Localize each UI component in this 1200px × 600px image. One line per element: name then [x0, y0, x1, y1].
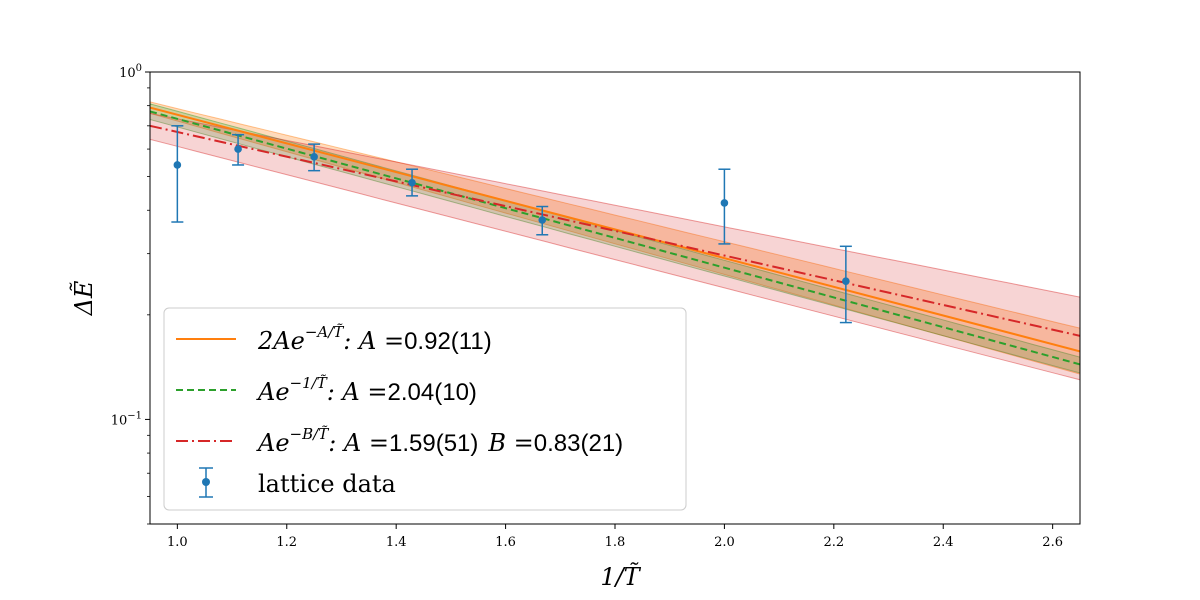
legend-lattice-swatch: [199, 467, 213, 498]
lattice-marker: [720, 199, 729, 207]
legend-lattice-label: lattice data: [258, 470, 396, 498]
lattice-point-2: [232, 133, 245, 166]
x-tick-label: 2.2: [823, 535, 844, 550]
x-axis-title: 1/T̃: [600, 563, 641, 591]
x-tick-label: 2.0: [714, 535, 735, 550]
legend-box: [163, 307, 687, 511]
legend: 2Ae−A/T̃: A =0.92(11) Ae−1/T̃: A =2.04(1…: [163, 307, 687, 511]
band-fit3: [150, 112, 1080, 381]
y-tick-label: 10−1: [111, 410, 142, 428]
band-fit1: [150, 101, 1080, 375]
lattice-data-series: [171, 125, 852, 324]
lattice-marker: [173, 161, 182, 169]
lattice-marker: [310, 153, 318, 161]
x-tick-label: 1.0: [167, 535, 188, 550]
legend-fit1-label: 2Ae−A/T̃: A =0.92(11): [257, 323, 492, 355]
lattice-marker: [234, 145, 242, 153]
legend-fit2-label: Ae−1/T̃: A =2.04(10): [256, 374, 477, 406]
x-axis-ticks: 1.0 1.2 1.4 1.6 1.8 2.0 2.2 2.4 2.6: [167, 524, 1063, 550]
x-tick-label: 2.6: [1042, 535, 1063, 550]
fit-lines: [150, 106, 1080, 366]
line-fit3: [150, 124, 1080, 337]
x-tick-label: 1.2: [276, 535, 297, 550]
legend-fit3-label: Ae−B/T̃: A =1.59(51) B =0.83(21): [256, 425, 623, 457]
x-tick-label: 1.8: [605, 535, 626, 550]
lattice-point-5: [536, 205, 549, 236]
lattice-point-7: [839, 245, 852, 324]
confidence-bands: [150, 101, 1080, 381]
line-fit1: [150, 106, 1080, 353]
x-tick-label: 1.6: [495, 535, 516, 550]
y-axis-title: ΔẼ: [69, 280, 98, 316]
lattice-point-4: [406, 168, 419, 197]
line-fit2: [150, 110, 1080, 366]
x-tick-label: 2.4: [933, 535, 954, 550]
lattice-marker: [842, 277, 850, 285]
lattice-point-3: [308, 143, 321, 172]
lattice-marker: [538, 216, 547, 224]
y-tick-label: 100: [119, 63, 142, 81]
lattice-point-1: [171, 125, 184, 223]
lattice-marker: [408, 178, 416, 187]
x-tick-label: 1.4: [386, 535, 407, 550]
y-axis-ticks: 100 10−1: [111, 63, 150, 525]
lattice-point-6: [718, 168, 731, 245]
